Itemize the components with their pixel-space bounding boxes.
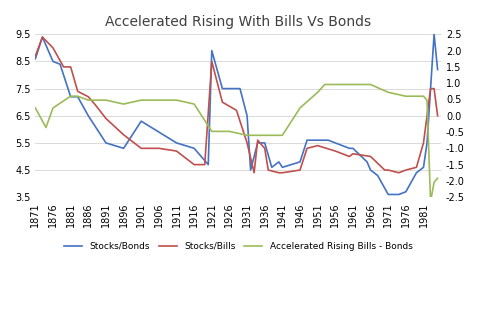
Accelerated Rising Bills - Bonds (85, 98, 91, 102)
Stocks/Bills (39, 35, 45, 39)
Stocks/Bonds (276, 160, 282, 164)
Stocks/Bills (435, 114, 441, 118)
Line: Stocks/Bills: Stocks/Bills (36, 37, 438, 173)
Accelerated Rising Bills - Bonds (184, 101, 190, 105)
Stocks/Bonds (163, 134, 169, 138)
Line: Accelerated Rising Bills - Bonds: Accelerated Rising Bills - Bonds (36, 84, 438, 202)
Stocks/Bonds (389, 193, 395, 197)
Stocks/Bonds (385, 193, 391, 197)
Stocks/Bills (128, 138, 133, 142)
Stocks/Bonds (435, 68, 441, 71)
Stocks/Bonds (85, 114, 91, 118)
Stocks/Bonds (124, 141, 130, 145)
Accelerated Rising Bills - Bonds (276, 133, 282, 137)
Stocks/Bills (251, 171, 257, 175)
Stocks/Bills (33, 54, 38, 58)
Title: Accelerated Rising With Bills Vs Bonds: Accelerated Rising With Bills Vs Bonds (105, 15, 372, 29)
Accelerated Rising Bills - Bonds (33, 106, 38, 110)
Accelerated Rising Bills - Bonds (322, 82, 327, 86)
Stocks/Bonds (33, 57, 38, 61)
Stocks/Bonds (431, 32, 437, 36)
Stocks/Bills (89, 99, 95, 103)
Stocks/Bills (283, 170, 289, 174)
Stocks/Bills (392, 170, 398, 174)
Stocks/Bonds (184, 144, 190, 148)
Accelerated Rising Bills - Bonds (435, 176, 441, 180)
Accelerated Rising Bills - Bonds (163, 98, 169, 102)
Accelerated Rising Bills - Bonds (389, 91, 395, 95)
Legend: Stocks/Bonds, Stocks/Bills, Accelerated Rising Bills - Bonds: Stocks/Bonds, Stocks/Bills, Accelerated … (60, 238, 416, 255)
Line: Stocks/Bonds: Stocks/Bonds (36, 34, 438, 195)
Accelerated Rising Bills - Bonds (428, 200, 433, 204)
Stocks/Bills (167, 148, 172, 152)
Accelerated Rising Bills - Bonds (124, 101, 130, 105)
Stocks/Bills (188, 160, 193, 164)
